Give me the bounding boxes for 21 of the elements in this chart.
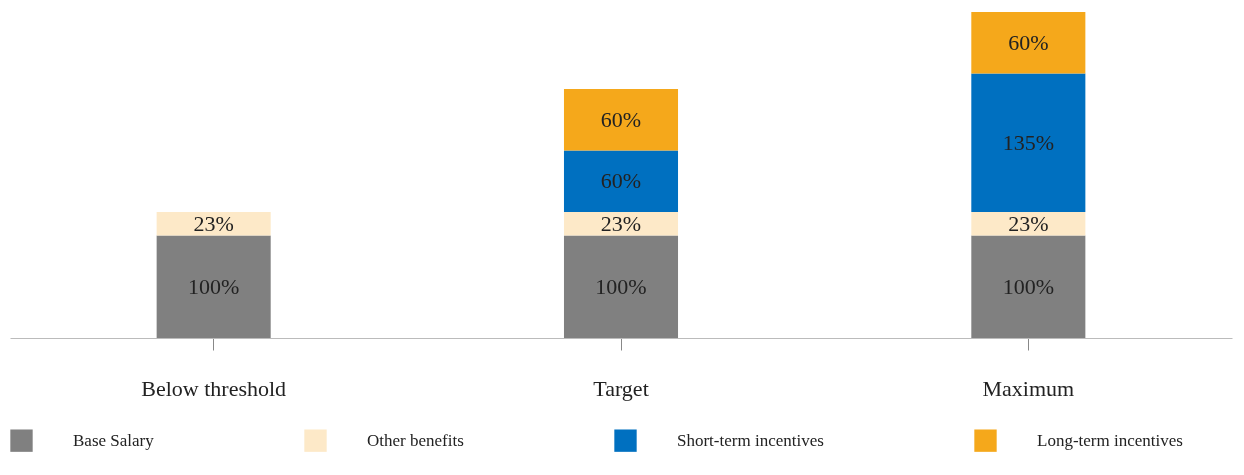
legend-label: Base Salary (73, 430, 155, 450)
bar (563, 150, 679, 212)
data-label: 23% (1008, 210, 1049, 236)
data-label: 135% (1002, 129, 1054, 155)
legend-label: Short-term incentives (677, 430, 824, 450)
x-tick-label: Maximum (982, 375, 1075, 401)
x-tick-label: Target (593, 375, 649, 401)
data-label: 60% (1008, 29, 1049, 55)
data-label: 60% (600, 106, 642, 132)
legend-label: Other benefits (367, 430, 464, 450)
bar (971, 73, 1086, 212)
data-label: 23% (193, 210, 234, 236)
data-label: 60% (600, 168, 642, 194)
bar (563, 88, 679, 151)
legend-label: Long-term incentives (1037, 430, 1183, 450)
bar (971, 12, 1086, 74)
data-label: 100% (188, 273, 240, 299)
x-tick-label: Below threshold (141, 375, 287, 401)
data-label: 100% (595, 273, 647, 299)
data-label: 100% (1002, 273, 1054, 299)
data-label: 23% (600, 210, 642, 236)
